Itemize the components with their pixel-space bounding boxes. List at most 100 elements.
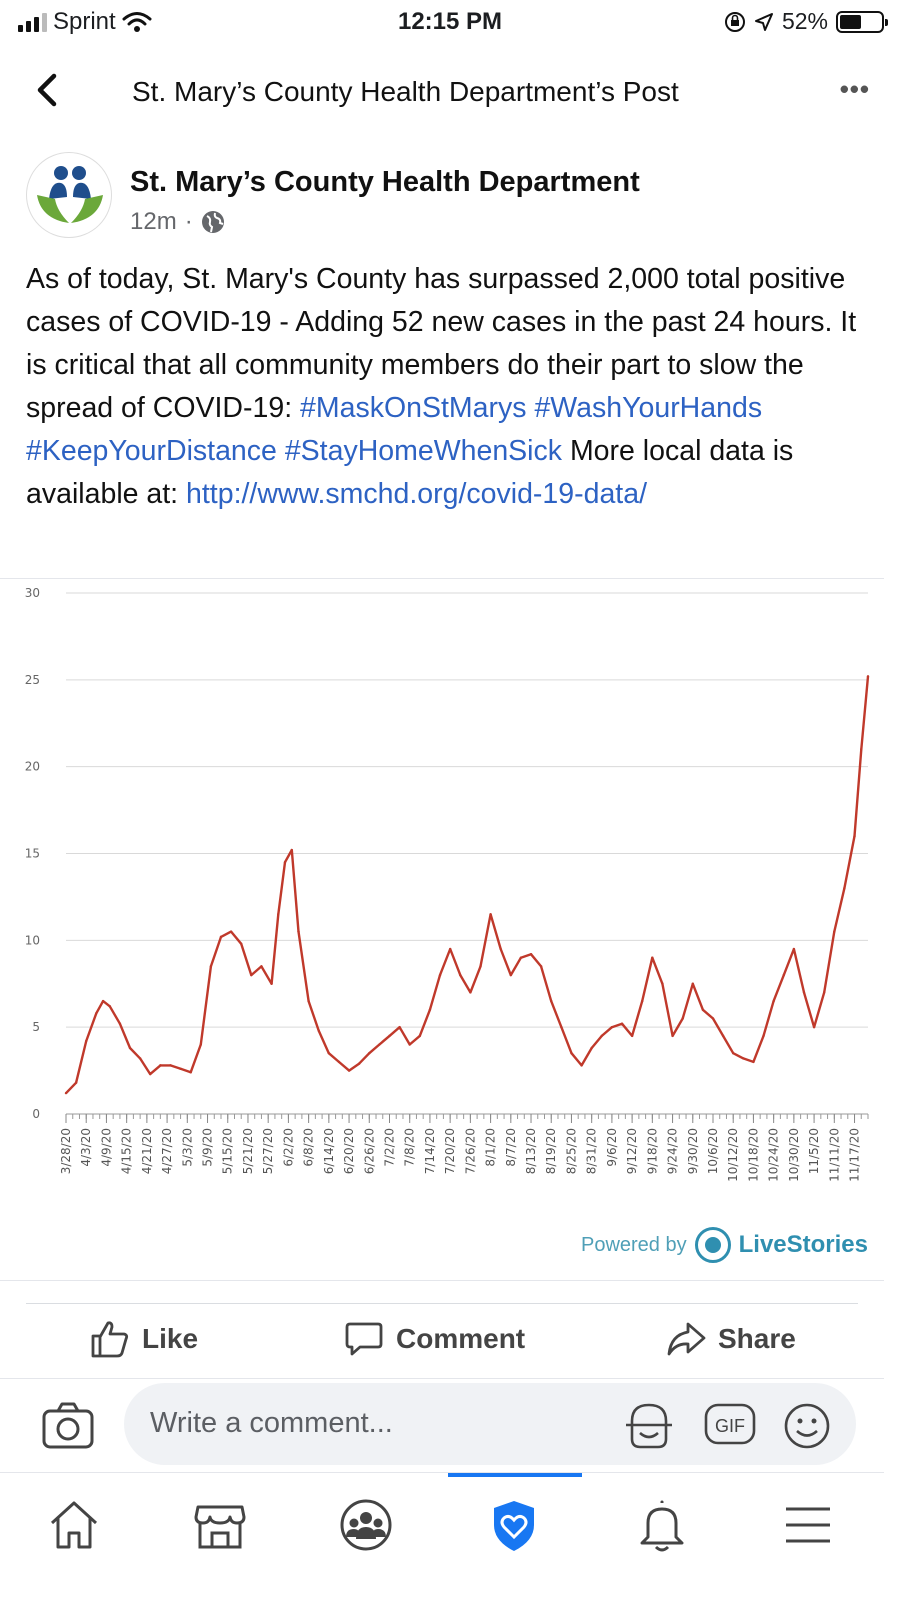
data-point [509,973,513,977]
divider [26,1303,858,1304]
powered-by-label: Powered by [580,1233,687,1256]
data-link[interactable]: http://www.smchd.org/covid-19-data/ [186,478,647,510]
x-tick-label: 8/19/20 [544,1128,558,1174]
data-point [138,1057,142,1060]
x-tick-label: 3/28/20 [59,1128,73,1174]
data-point [499,947,502,951]
x-tick-label: 8/7/20 [504,1128,518,1167]
home-icon[interactable] [44,1495,104,1555]
emoji-icon[interactable] [782,1401,832,1451]
data-point [260,965,263,968]
data-point [327,1052,331,1055]
x-tick-label: 4/9/20 [99,1128,113,1167]
covid-info-shield-icon[interactable] [484,1495,544,1555]
x-tick-label: 11/11/20 [827,1128,841,1182]
post-meta: 12m · [130,208,225,236]
data-point [812,1025,816,1029]
data-point [529,953,533,956]
comment-button[interactable]: Comment [344,1320,525,1358]
more-options-icon[interactable]: ••• [839,74,870,104]
livestories-credit[interactable]: Powered by LiveStories [581,1227,868,1263]
x-tick-label: 4/27/20 [160,1128,174,1174]
data-point [519,956,523,959]
hashtag-distance[interactable]: #KeepYourDistance [26,435,277,467]
x-tick-label: 9/30/20 [686,1128,700,1174]
data-point [317,1029,320,1032]
data-point [570,1052,573,1055]
data-point [159,1064,162,1067]
hashtag-mask[interactable]: #MaskOnStMarys [300,392,527,424]
data-point [600,1034,603,1038]
data-point [539,965,543,968]
data-point [732,1052,735,1055]
x-tick-label: 7/8/20 [403,1128,417,1167]
data-point [691,982,694,985]
like-label: Like [142,1323,199,1354]
data-point [833,930,836,933]
data-point [489,913,492,916]
status-bar: Sprint 12:15 PM 52% [0,0,900,50]
comment-icon [345,1322,383,1356]
groups-icon[interactable] [336,1495,396,1555]
post-body: As of today, St. Mary's County has surpa… [26,263,857,424]
data-point [169,1064,172,1067]
comment-label: Comment [396,1323,526,1354]
back-icon[interactable] [26,68,70,112]
data-point [290,848,293,852]
x-tick-label: 4/3/20 [79,1128,93,1167]
data-point [101,999,105,1003]
location-icon [754,12,773,31]
livestories-logo-icon [694,1227,731,1263]
data-point [64,1091,68,1095]
data-point [250,973,253,977]
data-point [792,947,796,951]
hashtag-stay-home[interactable]: #StayHomeWhenSick [284,435,563,467]
carrier-label: Sprint [53,8,116,35]
data-point [307,999,310,1003]
data-point [418,1034,422,1038]
menu-icon[interactable] [778,1495,838,1555]
data-point [822,991,826,994]
wifi-icon [122,12,152,32]
x-tick-label: 6/14/20 [322,1128,336,1174]
y-tick-label: 0 [32,1107,40,1121]
y-tick-label: 30 [25,586,40,600]
x-tick-label: 4/15/20 [120,1128,134,1174]
data-point [108,1005,112,1008]
comment-input[interactable]: Write a comment... GIF [124,1383,856,1465]
page-name[interactable]: St. Mary’s County Health Department [130,166,640,198]
data-point [701,1008,705,1011]
data-point [742,1057,745,1060]
post-time[interactable]: 12m [130,208,177,235]
x-tick-label: 9/12/20 [625,1128,639,1174]
marketplace-icon[interactable] [190,1495,250,1555]
like-button[interactable]: Like [90,1320,198,1358]
status-left: Sprint [18,8,152,36]
data-point [580,1064,583,1067]
avatar[interactable] [26,152,112,238]
orientation-lock-icon [724,11,745,32]
x-tick-label: 8/13/20 [524,1128,538,1174]
share-button[interactable]: Share [666,1320,796,1358]
data-point [651,956,654,959]
gif-icon[interactable]: GIF [702,1401,758,1447]
hashtag-wash-hands[interactable]: #WashYourHands [534,392,763,424]
data-point [459,973,462,977]
chart-attachment[interactable]: 0 5 10 15 20 25 30 3/28/20 4/3/20 4/9/20 4/15/20 4/… [0,578,884,1281]
data-point [448,947,452,951]
x-tick-label: 5/3/20 [180,1128,194,1167]
x-tick-label: 11/5/20 [807,1128,821,1174]
x-tick-label: 8/1/20 [484,1128,498,1167]
data-point [610,1025,614,1029]
status-time: 12:15 PM [397,8,503,35]
post-author: St. Mary’s County Health Department 12m … [26,152,876,242]
avatar-sticker-icon[interactable] [622,1401,676,1451]
data-point [802,991,806,994]
data-point [347,1069,351,1072]
data-point [590,1046,593,1050]
bell-icon[interactable] [632,1495,692,1555]
data-point [782,973,785,977]
data-point [853,834,856,838]
camera-icon[interactable] [40,1397,96,1453]
post-header-bar: St. Mary’s County Health Department’s Po… [0,56,900,132]
